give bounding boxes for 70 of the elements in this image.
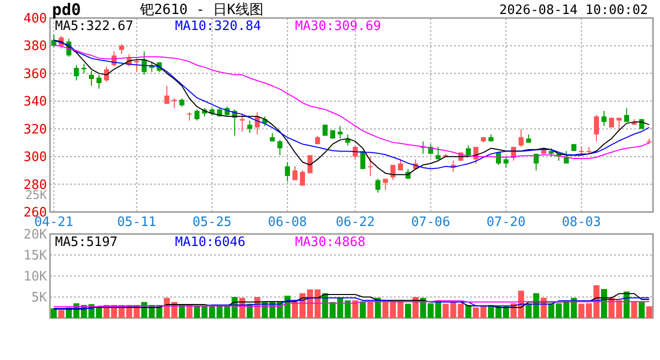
x-tick-label: 05-11 xyxy=(117,215,156,230)
text: MA30:309.69 xyxy=(295,19,382,34)
candlestick xyxy=(119,44,124,55)
y-tick-label: 320 xyxy=(24,122,47,138)
bar xyxy=(58,310,64,318)
candlestick xyxy=(300,170,306,186)
candlestick xyxy=(624,108,630,122)
bar xyxy=(442,304,449,318)
text: MA30:4868 xyxy=(295,235,366,250)
bar xyxy=(412,297,419,318)
x-tick-label: 05-25 xyxy=(192,215,232,230)
bar xyxy=(548,303,554,318)
candlestick xyxy=(518,128,524,148)
candlestick xyxy=(88,70,94,86)
bar xyxy=(367,302,374,318)
candlestick xyxy=(74,64,79,81)
bar xyxy=(631,302,638,318)
candlestick xyxy=(382,178,388,190)
annotation: pd0 xyxy=(52,0,81,19)
y-tick-label: 10K xyxy=(24,270,48,284)
candlestick xyxy=(616,117,622,131)
candlestick xyxy=(436,146,441,160)
x-tick-label: 06-08 xyxy=(268,215,307,230)
y-tick-label: 20K xyxy=(24,228,48,242)
y-tick-label: 340 xyxy=(24,94,47,110)
bar xyxy=(646,306,652,318)
candlestick xyxy=(277,139,282,156)
y-tick-label: 300 xyxy=(24,150,47,166)
candlestick xyxy=(368,156,373,176)
bar xyxy=(50,308,57,318)
candlestick xyxy=(322,124,328,136)
bar xyxy=(186,304,192,318)
bar xyxy=(360,302,366,318)
candlestick xyxy=(81,63,86,74)
y-tick-label: 5K xyxy=(31,290,48,306)
bar xyxy=(638,302,645,318)
bar xyxy=(352,300,358,318)
candlestick xyxy=(602,110,607,127)
candlestick xyxy=(292,166,298,181)
x-tick-label: 08-03 xyxy=(562,215,601,230)
candlestick xyxy=(398,158,403,171)
candlestick xyxy=(164,85,170,104)
series-label: MA5:322.67 xyxy=(55,19,134,34)
bar xyxy=(405,304,412,318)
text: MA10:320.84 xyxy=(175,19,262,34)
candlestick xyxy=(284,162,290,182)
chart-title: 钯2610 - 日K线图 xyxy=(139,2,264,18)
y-tick-label: 380 xyxy=(24,39,47,54)
candlestick xyxy=(338,126,343,140)
x-tick-label: 07-06 xyxy=(411,215,450,230)
candlestick xyxy=(186,112,192,122)
candlestick xyxy=(194,108,200,122)
x-tick-label: 07-20 xyxy=(486,215,526,230)
candlestick xyxy=(504,156,509,168)
candlestick xyxy=(96,74,102,90)
candlestick xyxy=(240,113,245,132)
y-tick-label: 400 xyxy=(24,12,47,26)
bar xyxy=(465,304,472,318)
text: 2026-08-14 10:00:02 xyxy=(499,3,648,18)
y-tick-label: 360 xyxy=(24,66,47,82)
candlestick xyxy=(247,120,252,134)
text: MA5:5197 xyxy=(55,235,118,250)
y-tick-label: 15K xyxy=(24,248,48,264)
bar xyxy=(178,304,185,318)
candlestick xyxy=(594,114,599,142)
x-tick-label: 06-22 xyxy=(336,215,375,230)
candlestick xyxy=(134,59,140,73)
candlestick xyxy=(375,178,380,194)
text: MA10:6046 xyxy=(175,235,246,250)
bar xyxy=(601,289,608,318)
